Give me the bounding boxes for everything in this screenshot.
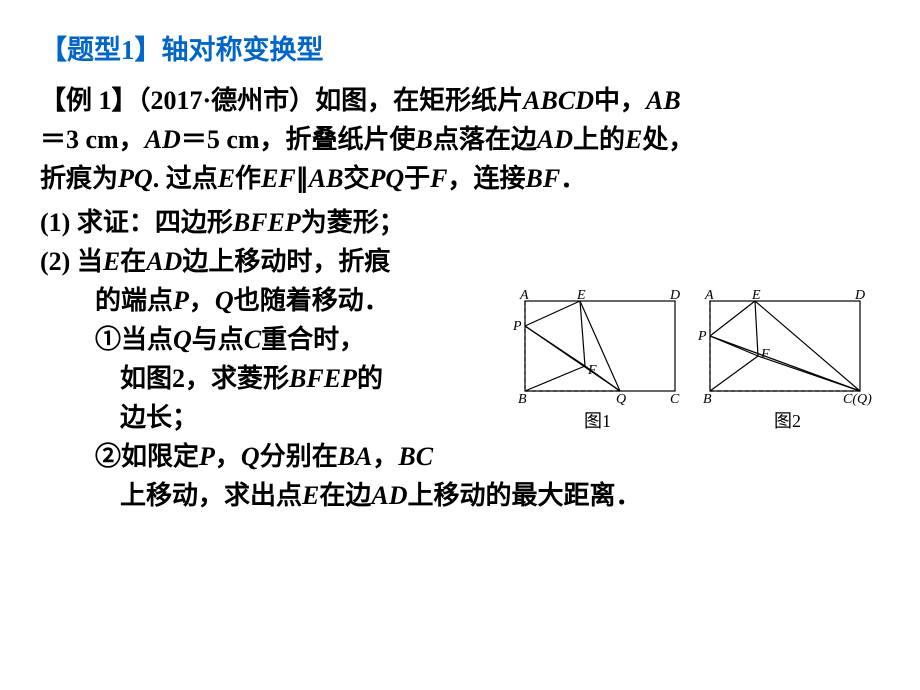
svg-text:E: E bbox=[751, 288, 761, 303]
t: 于 bbox=[404, 164, 430, 193]
var-q3: Q bbox=[241, 442, 260, 471]
var-e2: E bbox=[218, 164, 235, 193]
t: 分别在 bbox=[260, 442, 338, 471]
t: ②如限定 bbox=[95, 442, 199, 471]
q1-suffix: 为菱形； bbox=[301, 208, 405, 237]
svg-text:B: B bbox=[703, 392, 712, 406]
figures-column: A E D P F B Q C 图1 bbox=[510, 286, 880, 435]
var-bc: BC bbox=[398, 442, 433, 471]
figure-1-label: 图1 bbox=[510, 408, 685, 435]
t: ，连接 bbox=[447, 164, 525, 193]
q2-sub2-l1: ②如限定P，Q分别在BA，BC bbox=[40, 437, 880, 476]
t: ∥ bbox=[296, 164, 309, 193]
q2-line2: 的端点P，Q也随着移动． bbox=[40, 281, 500, 320]
t: 上的 bbox=[573, 125, 625, 154]
problem-text: 【例 1】（2017·德州市）如图，在矩形纸片ABCD中，AB ＝3 cm，AD… bbox=[40, 81, 880, 198]
t: ， bbox=[189, 286, 215, 315]
t: 上移动，求出点 bbox=[120, 481, 302, 510]
svg-text:F: F bbox=[587, 363, 597, 378]
svg-text:D: D bbox=[669, 288, 680, 303]
svg-text:E: E bbox=[576, 288, 586, 303]
t: 如图2，求菱形 bbox=[120, 364, 289, 393]
content-row: 的端点P，Q也随着移动． ①当点Q与点C重合时， 如图2，求菱形BFEP的 边长… bbox=[40, 281, 880, 437]
t: 交 bbox=[343, 164, 369, 193]
t: 的 bbox=[357, 364, 383, 393]
var-ef: EF bbox=[261, 164, 296, 193]
svg-text:P: P bbox=[697, 329, 707, 344]
t: . 过点 bbox=[153, 164, 218, 193]
q2-sub2-l2: 上移动，求出点E在边AD上移动的最大距离． bbox=[40, 476, 880, 515]
t: 处， bbox=[642, 125, 694, 154]
t: ①当点 bbox=[95, 325, 173, 354]
var-pq: PQ bbox=[118, 164, 153, 193]
var-e4: E bbox=[302, 481, 319, 510]
var-c: C bbox=[244, 325, 261, 354]
question-1: (1) 求证：四边形BFEP为菱形； bbox=[40, 203, 880, 242]
var-f: F bbox=[430, 164, 447, 193]
t: 重合时， bbox=[261, 325, 365, 354]
var-ad2: AD bbox=[537, 125, 573, 154]
svg-text:C(Q): C(Q) bbox=[843, 392, 872, 406]
svg-text:A: A bbox=[704, 288, 714, 303]
var-ab2: AB bbox=[309, 164, 344, 193]
t: 边长； bbox=[120, 403, 198, 432]
text-column: 的端点P，Q也随着移动． ①当点Q与点C重合时， 如图2，求菱形BFEP的 边长… bbox=[40, 281, 500, 437]
svg-text:F: F bbox=[760, 347, 770, 362]
var-ad4: AD bbox=[371, 481, 407, 510]
t: 折痕为 bbox=[40, 164, 118, 193]
var-q: Q bbox=[215, 286, 234, 315]
question-2-line1: (2) 当E在AD边上移动时，折痕 bbox=[40, 242, 880, 281]
t: 在边 bbox=[319, 481, 371, 510]
svg-text:D: D bbox=[854, 288, 865, 303]
var-p: P bbox=[173, 286, 189, 315]
var-ba: BA bbox=[338, 442, 373, 471]
intro-prefix: 【例 1】（2017·德州市）如图，在矩形纸片 bbox=[40, 86, 523, 115]
t: ， bbox=[372, 442, 398, 471]
var-q2: Q bbox=[173, 325, 192, 354]
var-bf: BF bbox=[526, 164, 561, 193]
t: 边上移动时，折痕 bbox=[182, 247, 390, 276]
t: ． bbox=[560, 164, 586, 193]
var-p2: P bbox=[199, 442, 215, 471]
var-e: E bbox=[625, 125, 642, 154]
var-e3: E bbox=[103, 247, 120, 276]
figure-2: A E D P F B C(Q) 图2 bbox=[695, 286, 880, 435]
t: ， bbox=[215, 442, 241, 471]
figure-2-label: 图2 bbox=[695, 408, 880, 435]
t: ＝5 cm，折叠纸片使 bbox=[181, 125, 416, 154]
figure-1: A E D P F B Q C 图1 bbox=[510, 286, 685, 435]
q1-prefix: (1) 求证：四边形 bbox=[40, 208, 233, 237]
svg-text:P: P bbox=[512, 319, 522, 334]
var-pq2: PQ bbox=[369, 164, 404, 193]
t: 点落在边 bbox=[433, 125, 537, 154]
svg-text:B: B bbox=[518, 392, 527, 406]
t: (2) 当 bbox=[40, 247, 103, 276]
t: 也随着移动． bbox=[234, 286, 390, 315]
svg-text:C: C bbox=[670, 392, 680, 406]
var-bfep2: BFEP bbox=[289, 364, 357, 393]
q2-sub1-l2: 如图2，求菱形BFEP的 bbox=[40, 359, 500, 398]
svg-text:Q: Q bbox=[616, 392, 626, 406]
t: 上移动的最大距离． bbox=[408, 481, 642, 510]
figure-2-svg: A E D P F B C(Q) bbox=[695, 286, 880, 406]
svg-text:A: A bbox=[519, 288, 529, 303]
section-heading: 【题型1】轴对称变换型 bbox=[40, 30, 880, 71]
figure-1-svg: A E D P F B Q C bbox=[510, 286, 685, 406]
t: 在 bbox=[120, 247, 146, 276]
var-b: B bbox=[416, 125, 433, 154]
var-ab: AB bbox=[646, 86, 681, 115]
var-bfep: BFEP bbox=[233, 208, 301, 237]
t: 中， bbox=[594, 86, 646, 115]
t: 作 bbox=[235, 164, 261, 193]
var-ad3: AD bbox=[146, 247, 182, 276]
q2-sub1-l1: ①当点Q与点C重合时， bbox=[40, 320, 500, 359]
t: 与点 bbox=[192, 325, 244, 354]
var-abcd: ABCD bbox=[523, 86, 594, 115]
t: ＝3 cm， bbox=[40, 125, 145, 154]
q2-sub1-l3: 边长； bbox=[40, 398, 500, 437]
t: 的端点 bbox=[95, 286, 173, 315]
var-ad: AD bbox=[145, 125, 181, 154]
